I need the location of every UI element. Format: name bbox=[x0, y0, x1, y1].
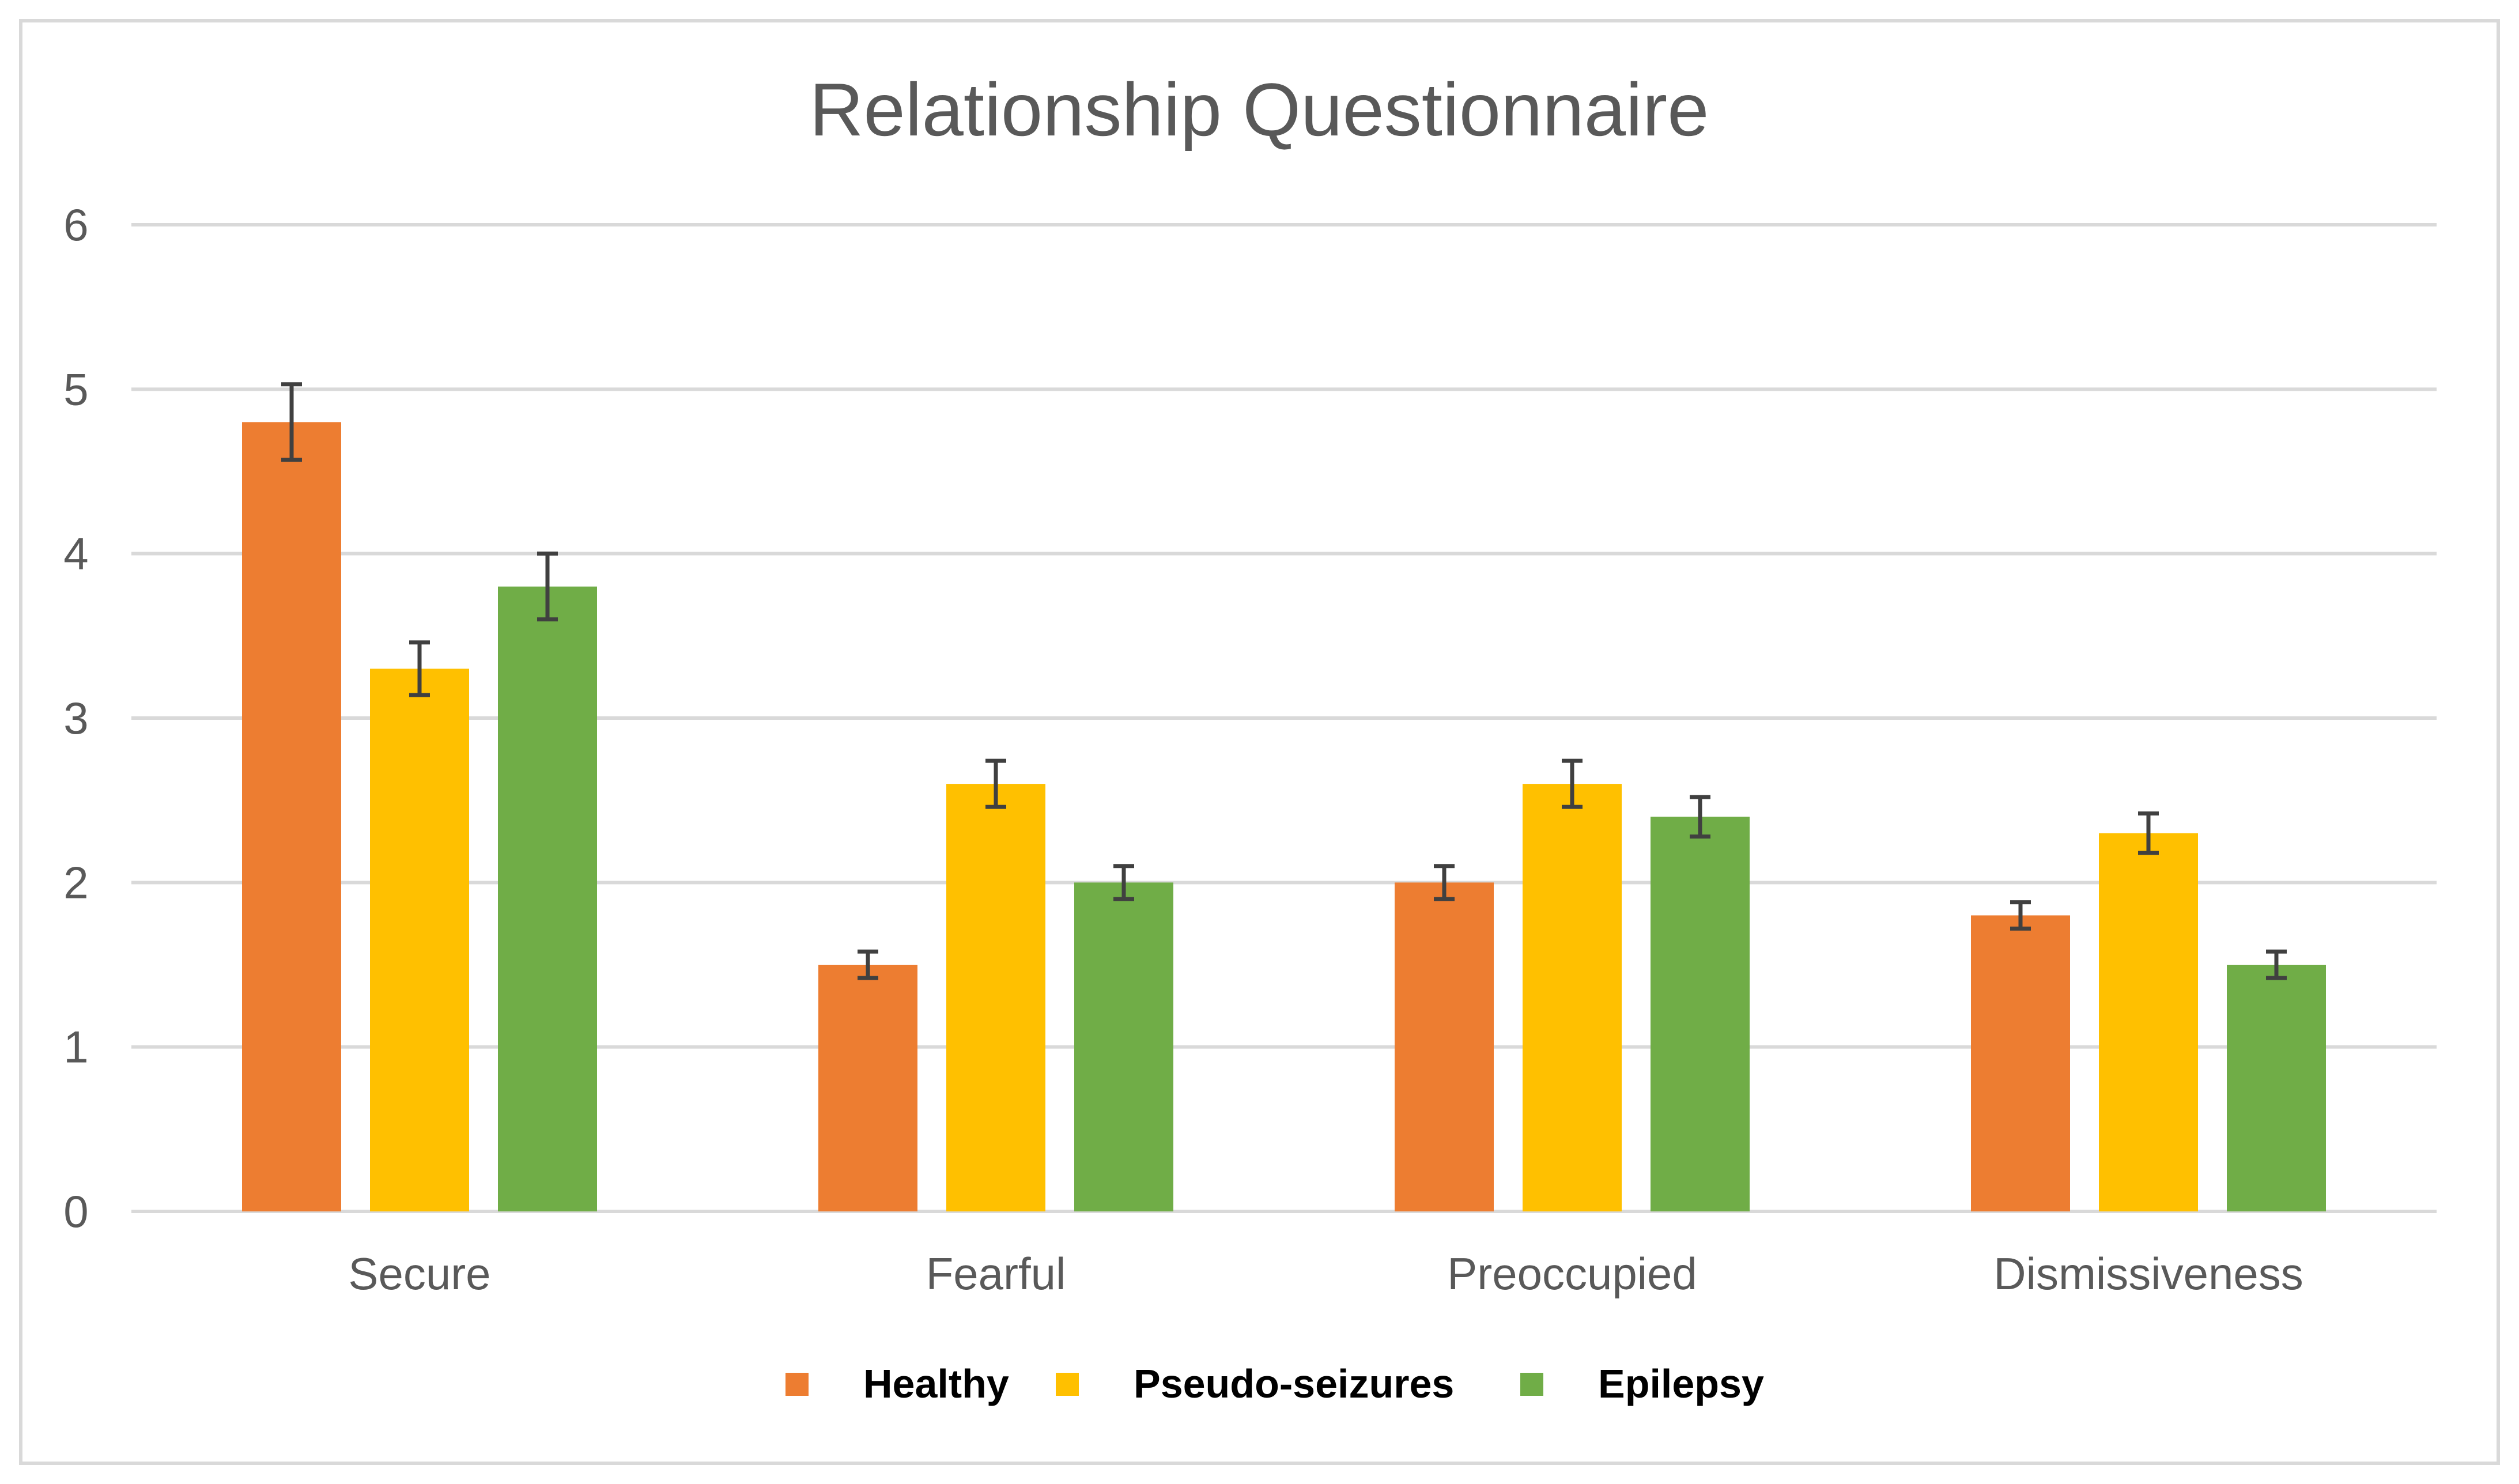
x-tick-label: Dismissiveness bbox=[1993, 1248, 2303, 1299]
bar-epilepsy-fearful bbox=[1074, 882, 1173, 1211]
legend-label: Healthy bbox=[863, 1361, 1009, 1406]
error-bars bbox=[281, 382, 2287, 980]
bar-healthy-dismissiveness bbox=[1971, 915, 2070, 1211]
error-bar bbox=[1562, 758, 1583, 809]
error-bar bbox=[1113, 864, 1134, 901]
legend-item: Pseudo-seizures bbox=[1056, 1361, 1454, 1406]
bar-pseudo-seizures-preoccupied bbox=[1523, 784, 1622, 1211]
bar-epilepsy-preoccupied bbox=[1651, 817, 1750, 1211]
y-tick-label: 3 bbox=[63, 693, 88, 743]
x-tick-label: Secure bbox=[348, 1248, 490, 1299]
error-bar bbox=[1434, 864, 1455, 901]
legend-item: Epilepsy bbox=[1520, 1361, 1764, 1406]
legend-swatch bbox=[1520, 1373, 1543, 1396]
bar-healthy-preoccupied bbox=[1395, 882, 1494, 1211]
bar-pseudo-seizures-secure bbox=[370, 669, 469, 1211]
gridlines bbox=[131, 223, 2437, 1213]
error-bar bbox=[1690, 795, 1710, 839]
error-bar bbox=[2138, 811, 2159, 855]
x-axis-ticks: Secure Fearful Preoccupied Dismissiveness bbox=[348, 1248, 2303, 1299]
bar-healthy-secure bbox=[242, 422, 341, 1211]
error-bar bbox=[537, 552, 558, 622]
legend-swatch bbox=[1056, 1373, 1079, 1396]
legend-label: Epilepsy bbox=[1598, 1361, 1764, 1406]
legend-label: Pseudo-seizures bbox=[1134, 1361, 1454, 1406]
error-bar bbox=[985, 758, 1006, 809]
bar-healthy-fearful bbox=[818, 965, 917, 1211]
bar-epilepsy-secure bbox=[498, 586, 597, 1211]
x-tick-label: Preoccupied bbox=[1447, 1248, 1697, 1299]
error-bar bbox=[2010, 900, 2031, 931]
error-bar bbox=[281, 382, 302, 462]
y-tick-label: 0 bbox=[63, 1186, 88, 1237]
error-bar bbox=[409, 640, 430, 697]
error-bar bbox=[858, 949, 878, 980]
y-axis-ticks: 0 1 2 3 4 5 6 bbox=[63, 199, 88, 1237]
y-tick-label: 5 bbox=[63, 364, 88, 414]
error-bar bbox=[2266, 949, 2287, 980]
bar-epilepsy-dismissiveness bbox=[2227, 965, 2326, 1211]
legend-swatch bbox=[785, 1373, 809, 1396]
y-tick-label: 2 bbox=[63, 857, 88, 908]
y-tick-label: 6 bbox=[63, 199, 88, 250]
chart-title: Relationship Questionnaire bbox=[810, 67, 1709, 152]
bars bbox=[242, 422, 2326, 1211]
legend-item: Healthy bbox=[785, 1361, 1009, 1406]
x-tick-label: Fearful bbox=[926, 1248, 1066, 1299]
legend: Healthy Pseudo-seizures Epilepsy bbox=[785, 1361, 1764, 1406]
bar-pseudo-seizures-fearful bbox=[946, 784, 1045, 1211]
y-tick-label: 1 bbox=[63, 1022, 88, 1073]
y-tick-label: 4 bbox=[63, 528, 88, 579]
bar-pseudo-seizures-dismissiveness bbox=[2099, 833, 2198, 1211]
